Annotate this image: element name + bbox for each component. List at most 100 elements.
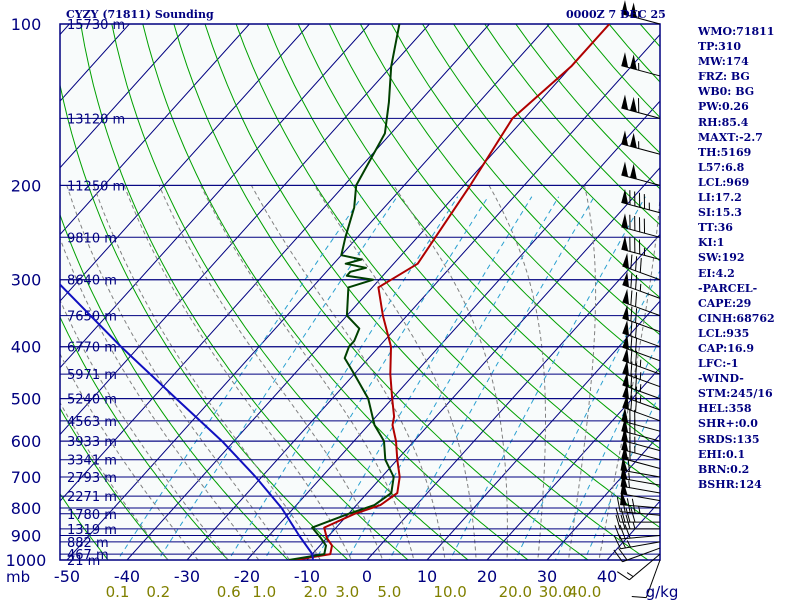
index-line: HEL:358 xyxy=(698,402,752,416)
wind-barb xyxy=(621,407,661,432)
pressure-tick-label: 200 xyxy=(11,176,42,195)
index-line: LCL:935 xyxy=(698,326,750,340)
index-line: WMO:71811 xyxy=(698,25,775,38)
dry-adiabat-line xyxy=(111,24,469,560)
moist-adiabat-line xyxy=(60,298,229,560)
isotherm-line xyxy=(426,300,660,560)
pressure-tick-label: 500 xyxy=(11,390,42,409)
index-line: LI:17.2 xyxy=(698,191,742,205)
pressure-tick-label: 700 xyxy=(11,468,42,487)
height-label: 2793 m xyxy=(67,471,117,486)
moist-adiabat-line xyxy=(567,185,597,560)
moist-adiabat-line xyxy=(393,185,508,560)
moist-adiabat-line xyxy=(60,352,199,560)
wind-barb xyxy=(622,288,661,317)
index-line: CAP:16.9 xyxy=(698,341,755,355)
moist-adiabat-line xyxy=(488,185,546,560)
wind-barb xyxy=(620,464,661,486)
index-line: BSHR:124 xyxy=(698,477,762,491)
wind-barb xyxy=(613,534,661,550)
height-label: 1780 m xyxy=(67,508,117,523)
height-label: 8640 m xyxy=(67,274,117,289)
index-line: SHR+:0.0 xyxy=(698,417,758,431)
height-label: 3341 m xyxy=(67,454,117,469)
height-label: 13120 m xyxy=(67,112,125,127)
index-line: MAXT:-2.7 xyxy=(698,130,763,144)
wind-barb xyxy=(621,161,661,186)
dry-adiabat-line xyxy=(60,82,349,560)
wind-barb xyxy=(621,188,661,214)
isotherm-line xyxy=(546,433,660,560)
mixing-ratio-tick-label: 0.2 xyxy=(146,583,170,600)
index-line: SRDS:135 xyxy=(698,432,760,446)
index-line: TP:310 xyxy=(698,40,742,54)
dry-adiabat-line xyxy=(60,315,229,560)
index-line: BRN:0.2 xyxy=(698,462,750,476)
wind-barbs xyxy=(613,0,661,599)
temperature-tick-label: 30 xyxy=(537,567,557,586)
index-line: MW:174 xyxy=(698,55,749,69)
isotherm-line xyxy=(60,24,190,169)
wind-barb xyxy=(621,94,661,119)
mixing-ratio-line xyxy=(157,196,398,560)
isotherm-line xyxy=(246,100,660,560)
wind-barb xyxy=(622,347,661,375)
parcel-profile-line xyxy=(60,283,314,560)
dry-adiabat-line xyxy=(328,24,660,411)
mixing-ratio-unit-label: g/kg xyxy=(646,583,679,600)
wind-barb xyxy=(622,333,661,362)
temperature-tick-label: -20 xyxy=(234,567,260,586)
wind-barb xyxy=(613,547,661,563)
wind-barb xyxy=(621,0,661,25)
mixing-ratio-line xyxy=(346,196,560,560)
wind-barb xyxy=(622,304,661,333)
temperature-tick-label: 40 xyxy=(597,567,617,586)
index-line: WB0: BG xyxy=(698,85,755,99)
index-line: PW:0.26 xyxy=(698,100,749,114)
dry-adiabat-line xyxy=(235,24,660,529)
wind-barb xyxy=(622,359,661,388)
pressure-tick-label: 100 xyxy=(11,15,42,34)
moist-adiabat-line xyxy=(314,185,477,560)
x-axis-unit-label: mb xyxy=(6,568,30,586)
dry-adiabat-line xyxy=(60,407,169,560)
index-line: FRZ: BG xyxy=(698,70,750,84)
wind-barb xyxy=(621,52,661,77)
mixing-ratio-tick-label: 20.0 xyxy=(499,583,532,600)
dry-adiabat-line xyxy=(422,24,660,299)
wind-barb xyxy=(631,559,661,599)
isotherm-line xyxy=(366,233,660,560)
temperature-tick-label: 20 xyxy=(477,567,497,586)
temperature-tick-label: -10 xyxy=(294,567,320,586)
index-line: SI:15.3 xyxy=(698,206,742,220)
dry-adiabat-line xyxy=(204,24,649,560)
height-label: 4563 m xyxy=(67,415,117,430)
wind-barb xyxy=(622,393,661,422)
height-label: 882 m xyxy=(67,536,109,551)
height-label: 11250 m xyxy=(67,179,125,194)
index-line: EHI:0.1 xyxy=(698,447,746,461)
index-line: SW:192 xyxy=(698,251,745,265)
moist-adiabat-line xyxy=(158,185,384,560)
isotherm-line xyxy=(306,167,660,560)
mixing-ratio-tick-label: 1.0 xyxy=(252,583,276,600)
isotherm-line xyxy=(486,367,660,560)
temperature-tick-label: -40 xyxy=(114,567,140,586)
dry-adiabat-line xyxy=(297,24,660,450)
wind-barb xyxy=(615,508,660,523)
index-line: L57:6.8 xyxy=(698,160,745,174)
sounding-time: 0000Z 7 DEC 25 xyxy=(566,8,666,21)
mixing-ratio-line xyxy=(514,269,660,560)
moist-adiabat-line xyxy=(200,185,415,560)
height-label: 9810 m xyxy=(67,231,117,246)
moist-adiabat-line xyxy=(60,236,260,560)
wind-barb xyxy=(620,472,661,494)
mixing-ratio-tick-label: 10.0 xyxy=(433,583,466,600)
dry-adiabat-line xyxy=(359,24,660,373)
index-line: -PARCEL- xyxy=(698,281,758,295)
moist-adiabat-line xyxy=(123,185,353,560)
moist-adiabat-line xyxy=(60,401,169,560)
pressure-tick-label: 1000 xyxy=(6,551,47,570)
moist-adiabat-line xyxy=(93,185,321,560)
